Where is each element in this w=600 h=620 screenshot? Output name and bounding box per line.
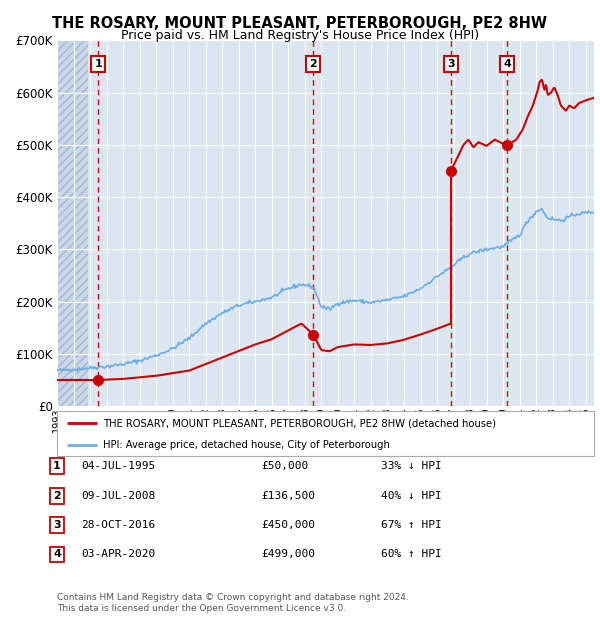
Text: 4: 4 xyxy=(53,549,61,559)
Bar xyxy=(57,40,88,406)
Bar xyxy=(57,40,88,406)
Text: 1: 1 xyxy=(95,59,103,69)
Text: £499,000: £499,000 xyxy=(261,549,315,559)
Text: 40% ↓ HPI: 40% ↓ HPI xyxy=(381,491,442,501)
Text: Price paid vs. HM Land Registry's House Price Index (HPI): Price paid vs. HM Land Registry's House … xyxy=(121,29,479,42)
Text: 33% ↓ HPI: 33% ↓ HPI xyxy=(381,461,442,471)
Text: £450,000: £450,000 xyxy=(261,520,315,530)
Text: 4: 4 xyxy=(503,59,511,69)
Text: 3: 3 xyxy=(53,520,61,530)
Text: 2: 2 xyxy=(53,491,61,501)
Text: Contains HM Land Registry data © Crown copyright and database right 2024.
This d: Contains HM Land Registry data © Crown c… xyxy=(57,593,409,613)
Text: £136,500: £136,500 xyxy=(261,491,315,501)
Text: 60% ↑ HPI: 60% ↑ HPI xyxy=(381,549,442,559)
Text: 3: 3 xyxy=(447,59,455,69)
Text: 2: 2 xyxy=(310,59,317,69)
Text: 03-APR-2020: 03-APR-2020 xyxy=(81,549,155,559)
Text: 09-JUL-2008: 09-JUL-2008 xyxy=(81,491,155,501)
Text: £50,000: £50,000 xyxy=(261,461,308,471)
Text: 67% ↑ HPI: 67% ↑ HPI xyxy=(381,520,442,530)
Text: 04-JUL-1995: 04-JUL-1995 xyxy=(81,461,155,471)
Text: THE ROSARY, MOUNT PLEASANT, PETERBOROUGH, PE2 8HW (detached house): THE ROSARY, MOUNT PLEASANT, PETERBOROUGH… xyxy=(103,418,496,428)
Text: 28-OCT-2016: 28-OCT-2016 xyxy=(81,520,155,530)
Text: THE ROSARY, MOUNT PLEASANT, PETERBOROUGH, PE2 8HW: THE ROSARY, MOUNT PLEASANT, PETERBOROUGH… xyxy=(53,16,548,31)
Text: HPI: Average price, detached house, City of Peterborough: HPI: Average price, detached house, City… xyxy=(103,440,389,450)
Text: 1: 1 xyxy=(53,461,61,471)
